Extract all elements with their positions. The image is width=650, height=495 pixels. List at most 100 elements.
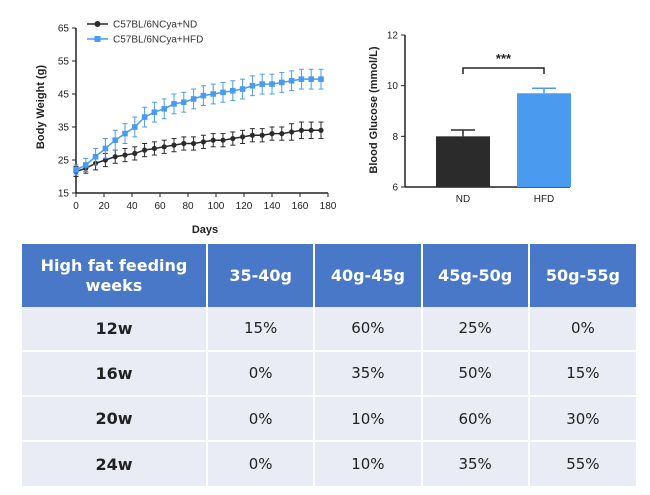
hfd-data-point [132,124,138,130]
x-tick-label: 140 [264,201,281,212]
significance-bracket [462,67,545,74]
x-tick-label: 60 [154,201,166,212]
hfd-data-point [239,86,246,92]
hfd-data-point [279,79,285,86]
bar-y-tick-label: 10 [387,81,399,92]
table-cell: 10% [314,396,423,443]
x-tick-label: 100 [208,201,225,212]
nd-data-point [191,140,197,147]
hfd-data-point [200,92,207,99]
nd-data-point [289,129,295,135]
row-week-label: 24w [22,441,208,488]
row-week-label: 16w [22,350,208,398]
legend-hfd-label: C57BL/6NCya+HFD [113,35,203,46]
table-cell: 55% [528,441,636,488]
nd-data-point [220,137,226,143]
bar-category-label: HFD [534,194,555,205]
bar-y-tick-label: 6 [392,183,398,194]
nd-data-point [171,142,177,148]
hfd-data-point [102,145,109,152]
table-cell: 25% [421,307,530,352]
nd-data-point [181,140,187,147]
row-week-label: 20w [22,396,208,443]
hfd-data-point [318,76,324,82]
hfd-data-point [220,89,226,96]
table-cell: 60% [421,396,530,443]
nd-data-point [269,131,275,137]
hfd-data-point [181,99,187,106]
x-tick-label: 40 [126,201,138,212]
bar-category-label: ND [456,194,470,205]
blood-glucose-bar-chart: 6 8 10 12 ND HFD *** Blood Glucose (mmol/L) [368,31,571,205]
hfd-data-point [122,130,128,137]
nd-data-point [122,152,128,158]
hfd-data-point [298,76,305,82]
nd-data-point [161,144,167,150]
nd-data-point [151,145,157,152]
hfd-data-point [83,162,89,168]
header-45-50g: 45g-50g [421,244,530,307]
nd-data-point [142,147,148,153]
y-axis-title: Body Weight (g) [35,65,47,149]
table-cell: 15% [207,307,316,352]
table-row: 20w 0% 10% 60% 30% [22,396,636,443]
nd-data-point [279,131,285,137]
table-cell: 35% [421,441,530,488]
hfd-data-point [161,106,167,112]
table-cell: 60% [314,307,423,352]
legend-nd-marker [94,21,101,27]
x-tick-label: 160 [292,201,309,212]
x-tick-label: 120 [236,201,253,212]
nd-data-point [318,127,324,133]
table-header-row: High fat feeding weeks 35-40g 40g-45g 45… [22,244,636,307]
table-cell: 0% [207,350,316,398]
header-35-40g: 35-40g [207,244,316,307]
nd-data-point [249,132,255,138]
y-tick-label: 15 [58,189,70,200]
nd-data-point [308,127,314,133]
nd-data-point [132,150,138,156]
hfd-data-point [288,78,295,84]
header-40-45g: 40g-45g [314,244,423,307]
table-cell: 35% [314,350,423,398]
x-tick-label: 0 [73,201,79,212]
x-tick-label: 180 [320,201,337,212]
hfd-data-point [210,91,216,97]
header-feeding-weeks: High fat feeding weeks [22,244,208,307]
nd-data-point [230,135,236,142]
body-weight-line-chart: 15 25 35 45 55 65 0 20 40 60 80 100 120 140 160 180 C57… [35,20,337,237]
nd-series-line [75,129,321,173]
legend-nd-label: C57BL/6NCya+ND [113,20,197,31]
nd-data-point [112,154,118,160]
bar-y-axis-title: Blood Glucose (mmol/L) [368,46,380,173]
legend-hfd-marker [94,36,101,42]
y-tick-label: 35 [58,123,70,134]
hfd-data-point [269,81,275,87]
header-50-55g: 50g-55g [528,244,636,307]
hfd-data-point [249,82,256,89]
bar-y-tick-label: 12 [387,31,399,42]
nd-bar [436,136,490,187]
hfd-data-point [171,101,177,107]
hfd-data-point [190,96,197,102]
hfd-data-point [92,153,99,160]
table-cell: 50% [421,350,530,398]
bar-y-tick-label: 8 [392,132,398,143]
hfd-data-point [151,109,158,115]
hfd-data-point [73,167,79,173]
hfd-bar [517,93,571,187]
nd-data-point [298,127,304,133]
table-row: 12w 15% 60% 25% 0% [22,307,636,352]
table-row: 16w 0% 35% 50% 15% [22,350,636,398]
y-tick-label: 55 [58,57,70,68]
nd-data-point [200,139,206,145]
table-cell: 0% [207,396,316,443]
table-cell: 0% [207,441,316,488]
hfd-data-point [259,81,265,87]
table-cell: 10% [314,441,423,488]
nd-data-point [240,134,246,140]
table-row: 24w 0% 10% 35% 55% [22,441,636,488]
hfd-data-point [141,114,148,120]
table-cell: 30% [528,396,636,443]
x-tick-label: 20 [98,201,110,212]
